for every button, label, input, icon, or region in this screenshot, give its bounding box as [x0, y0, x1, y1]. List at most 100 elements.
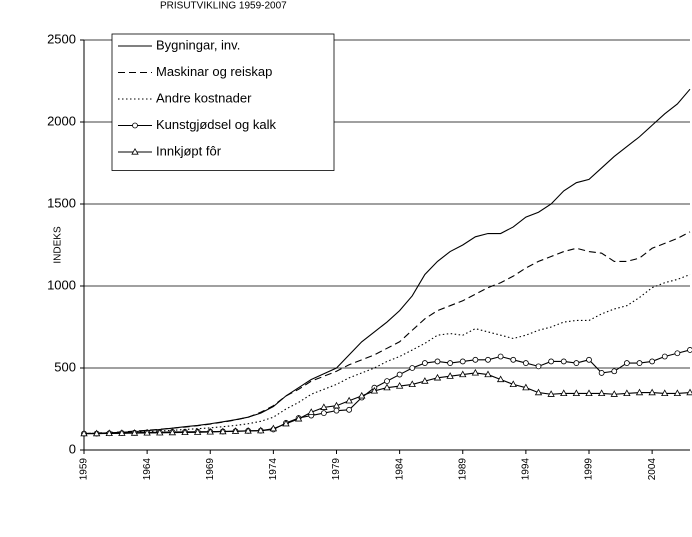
- point-marker: [597, 389, 606, 397]
- point-marker: [522, 360, 529, 366]
- point-marker: [572, 389, 581, 397]
- point-marker: [231, 427, 240, 434]
- point-marker: [333, 407, 340, 414]
- point-marker: [307, 408, 315, 415]
- point-marker: [105, 429, 113, 437]
- point-marker: [168, 428, 177, 436]
- x-tick-label: 2004: [647, 458, 658, 481]
- point-marker: [661, 353, 668, 360]
- point-marker: [320, 403, 328, 410]
- point-marker: [244, 426, 252, 434]
- y-tick-label: 2500: [47, 31, 76, 46]
- point-marker: [80, 429, 88, 437]
- point-marker: [156, 428, 164, 436]
- point-marker: [181, 428, 189, 436]
- point-marker: [534, 388, 543, 396]
- series-line: [84, 349, 691, 435]
- point-marker: [219, 427, 227, 435]
- point-marker: [358, 391, 366, 399]
- point-marker: [471, 368, 480, 376]
- legend-label: Kunstgjødsel og kalk: [156, 117, 276, 132]
- point-marker: [673, 389, 682, 397]
- point-marker: [257, 426, 265, 434]
- point-marker: [648, 388, 656, 396]
- point-marker: [193, 428, 202, 435]
- y-tick-label: 1000: [47, 277, 76, 292]
- legend-label: Innkjøpt fôr: [156, 143, 222, 158]
- point-marker: [560, 389, 568, 397]
- y-axis-label: INDEKS: [53, 226, 64, 264]
- x-tick-label: 1974: [268, 458, 279, 481]
- series-line: [83, 274, 691, 435]
- point-marker: [433, 373, 442, 381]
- point-marker: [130, 429, 139, 436]
- point-marker: [674, 350, 681, 357]
- x-tick-label: 1969: [205, 458, 216, 481]
- point-marker: [610, 390, 618, 397]
- point-marker: [294, 414, 303, 422]
- point-marker: [623, 360, 630, 366]
- point-marker: [586, 356, 592, 363]
- legend-box: [111, 33, 335, 171]
- point-marker: [661, 389, 669, 397]
- point-marker: [332, 401, 341, 409]
- point-marker: [510, 356, 517, 363]
- legend-marker: [131, 147, 139, 155]
- point-marker: [118, 429, 126, 436]
- point-marker: [320, 410, 327, 417]
- x-tick-label: 1994: [521, 458, 532, 481]
- point-marker: [395, 382, 404, 389]
- point-marker: [282, 419, 290, 427]
- point-marker: [447, 360, 454, 366]
- y-tick-label: 0: [69, 441, 76, 456]
- point-marker: [383, 383, 391, 391]
- point-marker: [396, 371, 403, 378]
- point-marker: [434, 358, 441, 365]
- y-tick-label: 500: [54, 359, 76, 374]
- point-marker: [509, 380, 517, 387]
- y-tick-label: 2000: [47, 113, 76, 128]
- point-marker: [459, 370, 467, 378]
- point-marker: [560, 358, 567, 365]
- point-marker: [421, 377, 429, 384]
- series-line: [83, 231, 691, 435]
- point-marker: [143, 428, 151, 436]
- point-marker: [573, 360, 580, 366]
- point-marker: [686, 388, 692, 396]
- point-marker: [384, 378, 390, 385]
- point-marker: [611, 368, 618, 375]
- point-marker: [459, 358, 466, 365]
- point-marker: [370, 386, 379, 394]
- x-tick-label: 1989: [457, 458, 468, 481]
- point-marker: [269, 424, 278, 432]
- point-marker: [496, 375, 505, 383]
- point-marker: [472, 356, 479, 363]
- point-marker: [92, 429, 101, 437]
- point-marker: [598, 370, 605, 376]
- y-tick-label: 1500: [47, 195, 76, 210]
- point-marker: [635, 388, 644, 396]
- point-marker: [485, 356, 491, 363]
- point-marker: [636, 360, 643, 366]
- point-marker: [346, 406, 353, 413]
- point-marker: [497, 353, 504, 360]
- point-marker: [649, 358, 656, 365]
- point-marker: [585, 389, 593, 397]
- point-marker: [345, 396, 353, 404]
- point-marker: [548, 358, 555, 365]
- point-marker: [535, 363, 542, 370]
- x-tick-label: 1984: [394, 458, 405, 481]
- legend-marker: [132, 122, 138, 129]
- point-marker: [409, 365, 416, 371]
- point-marker: [484, 370, 492, 378]
- chart-title: PRISUTVIKLING 1959-2007: [160, 1, 287, 12]
- x-tick-label: 1959: [79, 458, 90, 481]
- point-marker: [687, 347, 692, 353]
- x-tick-label: 1979: [331, 458, 342, 481]
- x-tick-label: 1999: [584, 458, 595, 481]
- legend-label: Bygningar, inv.: [156, 37, 240, 52]
- legend-label: Andre kostnader: [156, 90, 252, 105]
- point-marker: [408, 380, 416, 387]
